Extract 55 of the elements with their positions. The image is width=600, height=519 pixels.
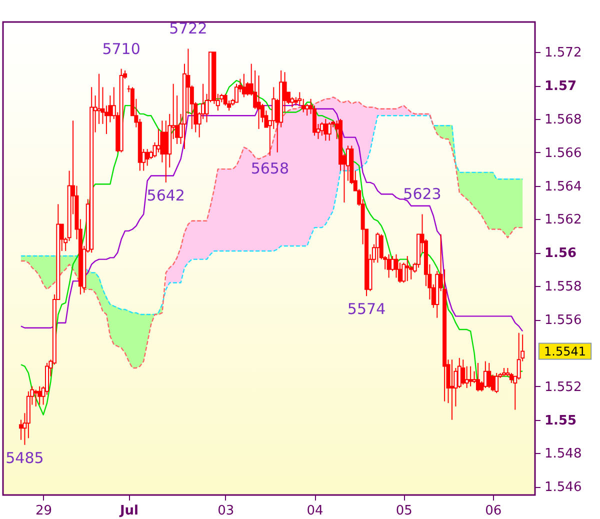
y-tick-label: 1.562 bbox=[544, 212, 582, 228]
candlestick bbox=[34, 389, 38, 407]
y-tick-label: 1.57 bbox=[544, 79, 577, 94]
x-tick-label: 05 bbox=[396, 504, 412, 518]
candlestick bbox=[160, 120, 164, 163]
y-tick-label: 1.56 bbox=[544, 246, 577, 262]
annotation: 5574 bbox=[347, 300, 386, 318]
candlestick bbox=[97, 73, 102, 124]
candlestick bbox=[487, 362, 492, 389]
candlestick bbox=[464, 366, 469, 389]
candlestick bbox=[476, 362, 480, 392]
candlestick bbox=[509, 372, 514, 384]
y-tick-label: 1.568 bbox=[544, 112, 582, 128]
text: 1.5541 bbox=[544, 344, 586, 358]
annotation: 5485 bbox=[6, 448, 44, 467]
candlestick bbox=[386, 254, 391, 278]
y-tick-label: 1.558 bbox=[544, 280, 582, 295]
y-tick-label: 1.55 bbox=[544, 413, 577, 428]
candlestick bbox=[468, 366, 473, 387]
candlestick bbox=[450, 359, 454, 420]
y-tick-label: 1.566 bbox=[544, 146, 582, 161]
candlestick bbox=[405, 255, 410, 282]
candlestick bbox=[145, 148, 150, 166]
y-tick-label: 1.548 bbox=[544, 446, 582, 462]
candlestick bbox=[394, 254, 398, 278]
line-series bbox=[20, 96, 524, 369]
x-tick-label: 06 bbox=[485, 504, 502, 518]
annotation: 5710 bbox=[102, 40, 140, 58]
annotation: 5642 bbox=[146, 186, 185, 204]
candlestick bbox=[256, 74, 261, 130]
candlestick bbox=[223, 93, 228, 106]
candlestick bbox=[156, 128, 160, 153]
y-tick-label: 1.546 bbox=[544, 480, 582, 496]
y-tick-label: 1.564 bbox=[544, 179, 582, 194]
x-tick-label: 03 bbox=[218, 504, 234, 518]
y-tick-label: 1.556 bbox=[544, 313, 582, 328]
annotation: 5623 bbox=[403, 185, 442, 204]
candlestick bbox=[376, 232, 380, 264]
x-tick-label: 04 bbox=[306, 504, 324, 518]
x-tick-label: 29 bbox=[36, 504, 52, 518]
y-tick-label: 1.572 bbox=[544, 46, 582, 61]
candlestick bbox=[305, 103, 310, 116]
annotation: 5658 bbox=[250, 160, 290, 178]
candlestick bbox=[494, 372, 499, 394]
candlestick bbox=[390, 255, 395, 272]
candlestick bbox=[234, 83, 238, 103]
x-tick-label: Jul bbox=[118, 504, 139, 518]
y-tick-label: 1.552 bbox=[544, 380, 582, 395]
candlestick bbox=[38, 386, 42, 406]
candlestick bbox=[242, 73, 246, 98]
candlestick bbox=[324, 118, 328, 142]
candlestick bbox=[516, 332, 521, 380]
candlestick bbox=[327, 122, 332, 142]
annotation: 5722 bbox=[169, 20, 208, 38]
candlestick bbox=[461, 359, 466, 386]
